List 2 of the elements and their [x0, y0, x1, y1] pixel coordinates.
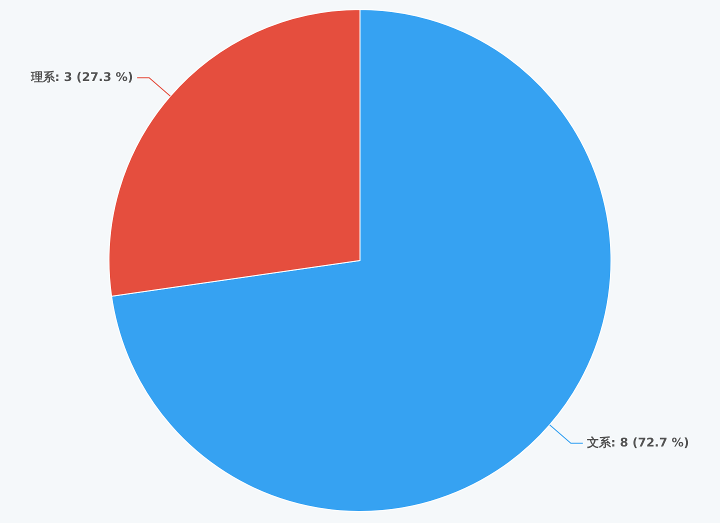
slice-label: 理系: 3 (27.3 %) [30, 70, 134, 84]
slice-label: 文系: 8 (72.7 %) [586, 435, 690, 450]
